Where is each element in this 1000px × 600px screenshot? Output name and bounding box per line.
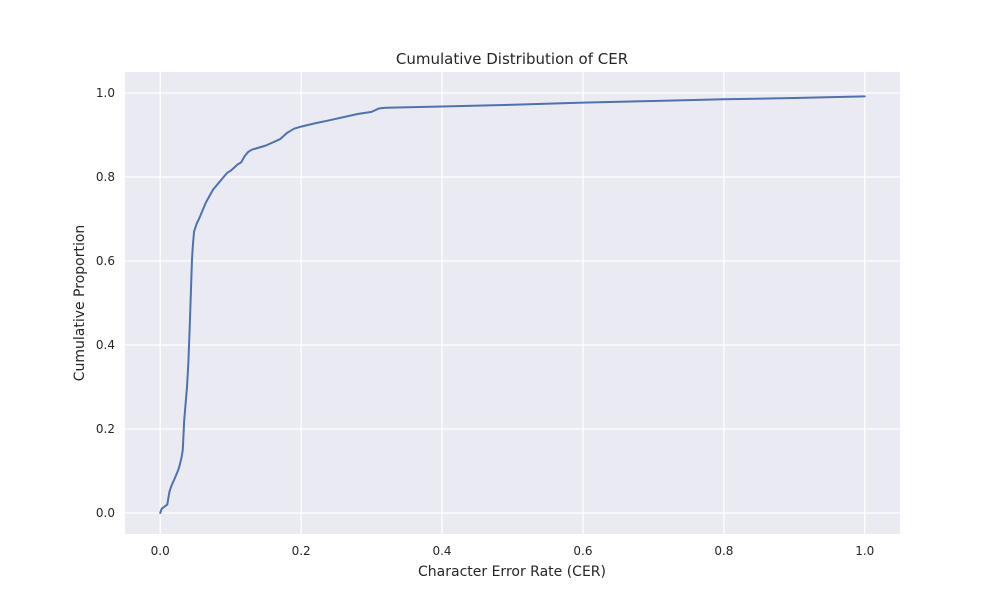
y-tick-label: 0.2	[96, 422, 115, 436]
x-tick-label: 1.0	[855, 544, 874, 558]
x-tick-label: 0.2	[292, 544, 311, 558]
y-axis-ticks: 0.0 0.2 0.4 0.6 0.8 1.0	[96, 86, 115, 520]
x-tick-label: 0.8	[714, 544, 733, 558]
grid-lines	[125, 72, 900, 534]
plot-area	[125, 72, 900, 534]
x-axis-ticks: 0.0 0.2 0.4 0.6 0.8 1.0	[151, 544, 875, 558]
y-tick-label: 1.0	[96, 86, 115, 100]
y-tick-label: 0.0	[96, 506, 115, 520]
chart-title: Cumulative Distribution of CER	[396, 50, 628, 68]
y-tick-label: 0.4	[96, 338, 115, 352]
x-axis-label: Character Error Rate (CER)	[418, 564, 606, 580]
y-axis-label: Cumulative Proportion	[72, 225, 88, 382]
x-tick-label: 0.6	[573, 544, 592, 558]
x-tick-label: 0.4	[432, 544, 451, 558]
cdf-series-line	[159, 95, 866, 514]
x-tick-label: 0.0	[151, 544, 170, 558]
y-tick-label: 0.8	[96, 170, 115, 184]
y-tick-label: 0.6	[96, 254, 115, 268]
